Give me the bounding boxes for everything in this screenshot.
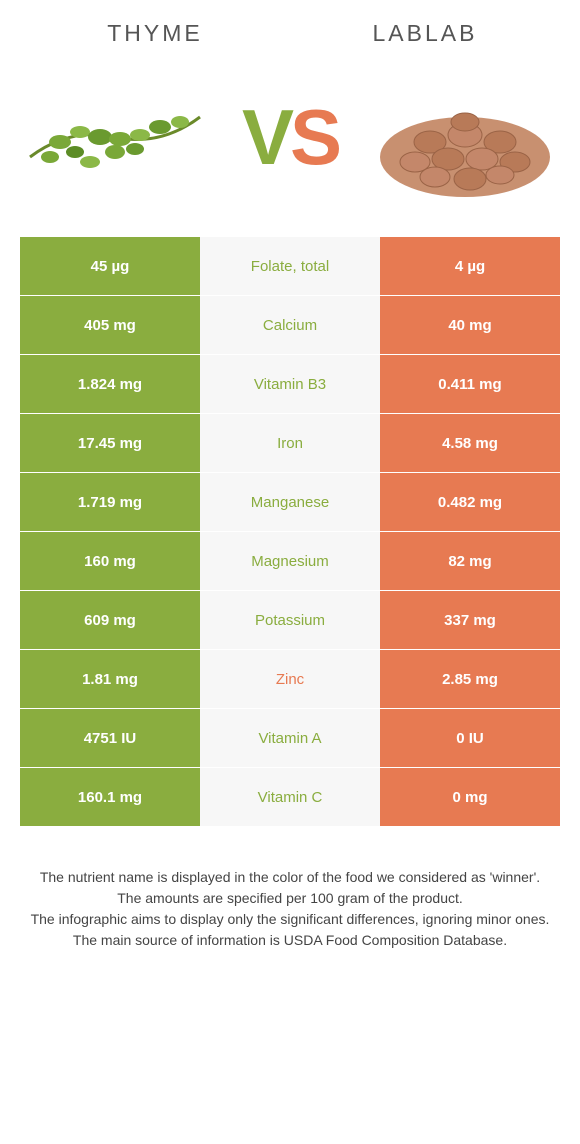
left-food-title: THYME [20,20,290,47]
right-value-cell: 82 mg [380,532,560,590]
left-value-cell: 1.824 mg [20,355,200,413]
thyme-icon [20,67,210,207]
nutrient-label-cell: Folate, total [200,237,380,295]
left-value-cell: 160 mg [20,532,200,590]
left-value-cell: 609 mg [20,591,200,649]
left-value-cell: 4751 IU [20,709,200,767]
nutrient-label-cell: Zinc [200,650,380,708]
right-value-cell: 2.85 mg [380,650,560,708]
right-value-cell: 4.58 mg [380,414,560,472]
footer-line-2: The amounts are specified per 100 gram o… [26,888,554,909]
nutrient-row: 1.719 mgManganese0.482 mg [20,473,560,531]
footer-line-1: The nutrient name is displayed in the co… [26,867,554,888]
right-value-cell: 0 mg [380,768,560,826]
right-value-cell: 40 mg [380,296,560,354]
nutrient-row: 1.824 mgVitamin B30.411 mg [20,355,560,413]
thyme-image [20,67,210,207]
right-value-cell: 337 mg [380,591,560,649]
nutrient-label-cell: Vitamin A [200,709,380,767]
right-value-cell: 0 IU [380,709,560,767]
nutrient-row: 609 mgPotassium337 mg [20,591,560,649]
nutrient-row: 160.1 mgVitamin C0 mg [20,768,560,826]
hero-row: VS [0,57,580,237]
lablab-image [370,67,560,207]
vs-v: V [242,93,290,181]
nutrient-table: 45 µgFolate, total4 µg405 mgCalcium40 mg… [0,237,580,826]
right-value-cell: 0.482 mg [380,473,560,531]
nutrient-label-cell: Potassium [200,591,380,649]
nutrient-label-cell: Iron [200,414,380,472]
nutrient-row: 160 mgMagnesium82 mg [20,532,560,590]
title-row: THYME LABLAB [0,0,580,57]
footer-line-4: The main source of information is USDA F… [26,930,554,951]
nutrient-row: 405 mgCalcium40 mg [20,296,560,354]
right-value-cell: 0.411 mg [380,355,560,413]
nutrient-label-cell: Manganese [200,473,380,531]
footer-line-3: The infographic aims to display only the… [26,909,554,930]
left-value-cell: 17.45 mg [20,414,200,472]
left-value-cell: 405 mg [20,296,200,354]
vs-s: S [290,93,338,181]
footer-notes: The nutrient name is displayed in the co… [0,827,580,951]
nutrient-label-cell: Vitamin C [200,768,380,826]
nutrient-row: 4751 IUVitamin A0 IU [20,709,560,767]
nutrient-label-cell: Calcium [200,296,380,354]
vs-label: VS [242,92,338,183]
left-value-cell: 1.81 mg [20,650,200,708]
left-value-cell: 1.719 mg [20,473,200,531]
right-value-cell: 4 µg [380,237,560,295]
lablab-icon [370,67,560,207]
left-value-cell: 45 µg [20,237,200,295]
nutrient-label-cell: Vitamin B3 [200,355,380,413]
left-value-cell: 160.1 mg [20,768,200,826]
nutrient-row: 45 µgFolate, total4 µg [20,237,560,295]
nutrient-label-cell: Magnesium [200,532,380,590]
nutrient-row: 1.81 mgZinc2.85 mg [20,650,560,708]
nutrient-row: 17.45 mgIron4.58 mg [20,414,560,472]
right-food-title: LABLAB [290,20,560,47]
